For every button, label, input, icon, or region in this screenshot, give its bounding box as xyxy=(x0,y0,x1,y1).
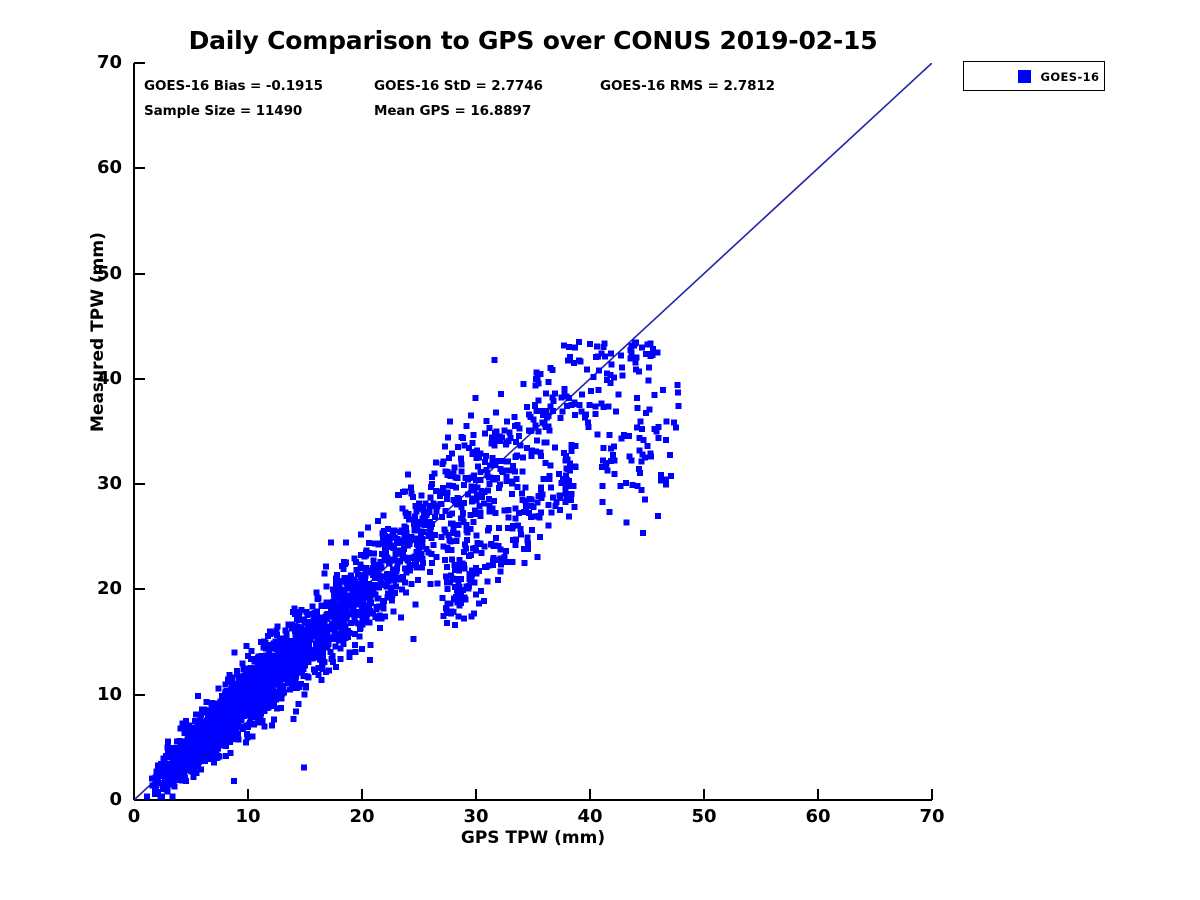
x-tick-label-10: 10 xyxy=(235,806,261,827)
y-tick-label-10: 10 xyxy=(96,683,122,705)
x-tick-label-40: 40 xyxy=(577,806,603,827)
annotation-sample-size: Sample Size = 11490 xyxy=(144,103,303,119)
x-tick-label-0: 0 xyxy=(127,806,141,827)
x-axis-title: GPS TPW (mm) xyxy=(460,828,606,848)
y-axis-ticks xyxy=(134,62,145,801)
scatter-points-layer xyxy=(144,339,682,800)
legend-label-goes16: GOES-16 xyxy=(1040,70,1100,84)
y-tick-label-70: 70 xyxy=(96,52,122,73)
x-axis-ticks xyxy=(133,789,933,800)
x-tick-label-70: 70 xyxy=(919,806,945,827)
scatter-points-goes16 xyxy=(144,339,682,800)
y-tick-label-50: 50 xyxy=(96,262,122,284)
annotation-bias: GOES-16 Bias = -0.1915 xyxy=(144,78,323,94)
annotation-mean-gps: Mean GPS = 16.8897 xyxy=(374,103,532,119)
legend-marker-goes16 xyxy=(1018,70,1031,83)
annotation-std: GOES-16 StD = 2.7746 xyxy=(374,78,543,94)
x-tick-label-50: 50 xyxy=(691,806,717,827)
x-tick-label-20: 20 xyxy=(349,806,375,827)
y-axis-title: Measured TPW (mm) xyxy=(88,232,108,432)
annotation-rms: GOES-16 RMS = 2.7812 xyxy=(600,78,775,94)
x-tick-label-30: 30 xyxy=(463,806,489,827)
y-tick-label-20: 20 xyxy=(96,578,122,600)
y-tick-label-0: 0 xyxy=(109,789,122,810)
y-tick-label-30: 30 xyxy=(96,473,122,495)
axes-frame xyxy=(133,62,933,801)
y-tick-label-60: 60 xyxy=(96,157,122,179)
x-tick-label-60: 60 xyxy=(805,806,831,827)
y-tick-label-40: 40 xyxy=(96,367,122,389)
chart-title: Daily Comparison to GPS over CONUS 2019-… xyxy=(188,26,878,55)
legend-box xyxy=(963,61,1105,91)
